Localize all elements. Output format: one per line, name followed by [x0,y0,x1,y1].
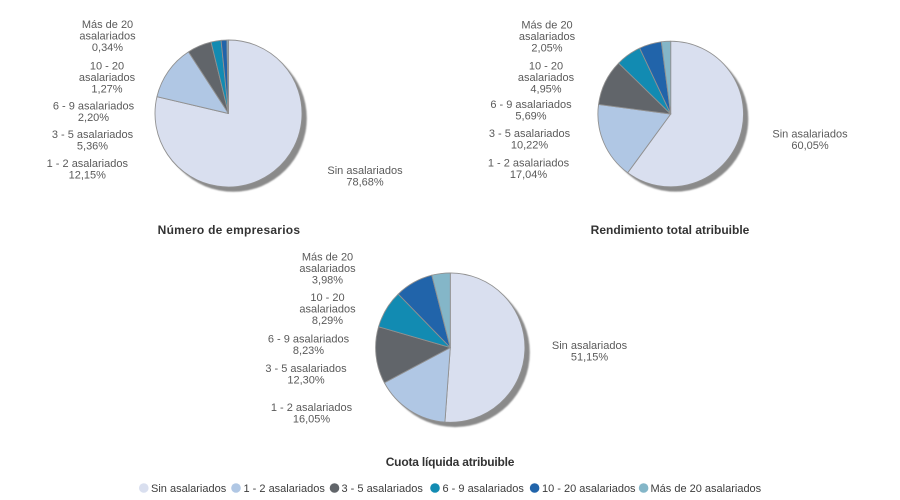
svg-text:3 - 5 asalariados: 3 - 5 asalariados [489,128,571,140]
svg-text:Sin asalariados: Sin asalariados [327,165,403,177]
svg-text:17,04%: 17,04% [510,169,548,181]
svg-text:78,68%: 78,68% [346,177,384,189]
svg-text:Rendimiento total atribuible: Rendimiento total atribuible [591,223,750,237]
svg-text:Más de 20: Más de 20 [82,19,133,31]
svg-text:1 - 2 asalariados: 1 - 2 asalariados [47,158,129,170]
svg-text:asalariados: asalariados [519,31,576,43]
svg-text:6 - 9 asalariados: 6 - 9 asalariados [268,333,350,345]
svg-text:10 - 20: 10 - 20 [529,60,563,72]
svg-text:1,27%: 1,27% [91,83,122,95]
svg-text:2,20%: 2,20% [78,112,109,124]
svg-text:1 - 2 asalariados: 1 - 2 asalariados [271,402,353,414]
svg-text:0,34%: 0,34% [92,42,123,54]
svg-text:3 - 5 asalariados: 3 - 5 asalariados [52,129,134,141]
svg-text:Sin asalariados: Sin asalariados [552,340,628,352]
svg-text:3,98%: 3,98% [312,275,343,287]
svg-text:4,95%: 4,95% [530,83,561,95]
svg-text:51,15%: 51,15% [571,352,609,364]
svg-text:asalariados: asalariados [299,263,356,275]
svg-text:asalariados: asalariados [79,72,136,84]
svg-text:10 - 20: 10 - 20 [90,60,124,72]
svg-text:Más de 20: Más de 20 [302,252,353,264]
svg-text:60,05%: 60,05% [791,140,829,152]
svg-text:1 - 2 asalariados: 1 - 2 asalariados [244,483,326,495]
svg-text:16,05%: 16,05% [293,414,331,426]
svg-text:3 - 5 asalariados: 3 - 5 asalariados [342,483,424,495]
svg-text:10 - 20 asalariados: 10 - 20 asalariados [542,483,636,495]
svg-text:5,69%: 5,69% [515,111,546,123]
svg-text:6 - 9 asalariados: 6 - 9 asalariados [490,99,572,111]
svg-text:6 - 9 asalariados: 6 - 9 asalariados [443,483,525,495]
svg-text:asalariados: asalariados [79,31,136,43]
svg-text:8,29%: 8,29% [312,315,343,327]
svg-text:1 - 2 asalariados: 1 - 2 asalariados [488,158,570,170]
svg-text:10,22%: 10,22% [511,140,549,152]
svg-text:5,36%: 5,36% [77,141,108,153]
svg-text:Número de empresarios: Número de empresarios [158,223,301,237]
svg-text:6 - 9 asalariados: 6 - 9 asalariados [53,100,135,112]
svg-text:Más de 20: Más de 20 [521,20,572,32]
svg-text:12,30%: 12,30% [287,375,325,387]
svg-text:Más de 20 asalariados: Más de 20 asalariados [651,483,762,495]
svg-text:3 - 5 asalariados: 3 - 5 asalariados [265,363,347,375]
svg-text:12,15%: 12,15% [69,169,107,181]
svg-text:Sin asalariados: Sin asalariados [772,128,848,140]
svg-text:asalariados: asalariados [299,304,356,316]
svg-text:10 - 20: 10 - 20 [310,292,344,304]
svg-text:asalariados: asalariados [518,72,575,84]
svg-text:2,05%: 2,05% [531,43,562,55]
svg-text:Sin asalariados: Sin asalariados [151,483,227,495]
svg-text:8,23%: 8,23% [293,345,324,357]
svg-text:Cuota líquida atribuible: Cuota líquida atribuible [386,455,515,469]
